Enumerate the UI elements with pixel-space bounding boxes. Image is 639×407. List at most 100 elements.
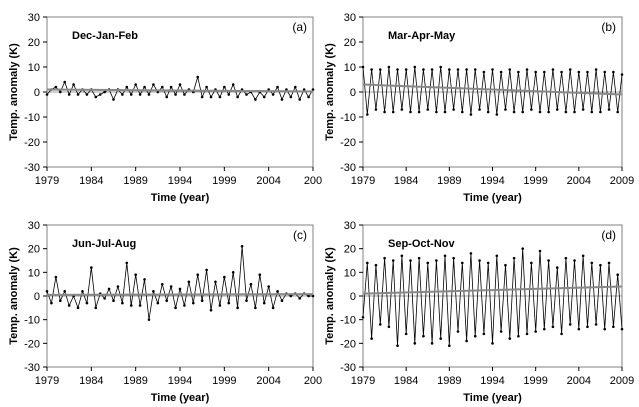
data-point: [67, 93, 71, 96]
data-point: [254, 306, 257, 310]
data-point: [443, 110, 447, 114]
season-title: Mar-Apr-May: [388, 30, 456, 42]
data-point: [404, 332, 408, 336]
data-point: [271, 93, 275, 96]
data-point: [103, 297, 106, 300]
data-point: [422, 334, 425, 338]
data-point: [396, 344, 399, 348]
data-point: [152, 83, 155, 86]
data-point: [538, 110, 542, 114]
data-point: [460, 110, 464, 114]
panel-label: (c): [293, 228, 307, 242]
x-tick-label: 1999: [523, 375, 547, 387]
data-point: [499, 70, 503, 74]
data-point: [448, 344, 451, 348]
data-point: [169, 85, 173, 89]
x-tick-label: 1994: [168, 175, 192, 187]
data-point: [307, 95, 310, 99]
data-point: [564, 256, 568, 260]
data-point: [254, 98, 257, 101]
data-point: [267, 88, 270, 91]
data-point: [280, 299, 284, 303]
data-point: [417, 256, 421, 260]
data-point: [267, 285, 270, 288]
data-point: [196, 75, 200, 79]
data-point: [430, 68, 434, 71]
data-point: [573, 259, 576, 262]
y-tick-label: -20: [24, 338, 40, 350]
data-point: [435, 259, 438, 262]
data-point: [387, 65, 391, 69]
x-tick-label: 1984: [394, 175, 418, 187]
data-point: [94, 95, 98, 99]
data-point: [112, 98, 115, 101]
data-point: [603, 70, 607, 74]
y-tick-label: -20: [340, 338, 356, 350]
data-point: [391, 110, 395, 114]
data-point: [187, 280, 191, 284]
y-tick-label: -30: [24, 162, 40, 174]
data-point: [581, 108, 585, 111]
data-point: [112, 299, 115, 303]
data-point: [439, 337, 443, 340]
data-point: [160, 85, 164, 89]
panel-label: (d): [601, 228, 616, 242]
data-point: [85, 93, 89, 96]
y-tick-label: 0: [350, 87, 356, 99]
data-point: [452, 108, 455, 111]
data-point: [534, 70, 537, 74]
data-point: [223, 85, 226, 89]
data-point: [590, 110, 594, 114]
x-tick-label: 2004: [256, 175, 280, 187]
data-point: [387, 325, 391, 329]
data-point: [607, 261, 611, 265]
y-tick-label: 10: [344, 62, 356, 74]
data-point: [231, 271, 235, 274]
data-point: [276, 85, 279, 89]
x-tick-label: 2004: [256, 375, 280, 387]
x-tick-label: 1999: [212, 175, 236, 187]
x-tick-label: 1979: [351, 375, 375, 387]
data-point: [448, 68, 451, 71]
x-tick-label: 1984: [79, 375, 103, 387]
data-point: [72, 83, 75, 86]
data-point: [63, 289, 67, 293]
data-point: [612, 70, 615, 74]
data-point: [366, 261, 369, 265]
data-point: [200, 95, 204, 99]
data-point: [152, 289, 155, 293]
y-tick-label: 20: [28, 244, 40, 256]
y-tick-label: -10: [340, 112, 356, 124]
data-point: [178, 287, 182, 291]
data-point: [76, 93, 80, 96]
data-point: [231, 83, 235, 86]
data-point: [478, 259, 481, 262]
data-point: [577, 70, 581, 74]
data-point: [370, 68, 373, 71]
data-point: [240, 245, 244, 248]
y-tick-label: 30: [28, 12, 40, 24]
data-point: [45, 93, 49, 96]
data-point: [573, 110, 576, 114]
data-point: [227, 93, 231, 96]
season-title: Jun-Jul-Aug: [72, 238, 136, 250]
data-point: [508, 337, 512, 340]
data-point: [45, 289, 49, 293]
data-point: [590, 261, 594, 265]
season-title: Sep-Oct-Nov: [388, 238, 456, 250]
y-tick-label: -10: [24, 112, 40, 124]
data-point: [85, 301, 89, 305]
data-point: [262, 301, 266, 305]
x-tick-label: 1999: [523, 175, 547, 187]
data-point: [469, 252, 473, 255]
y-axis-label: Temp. anomaly (K): [8, 43, 20, 141]
data-point: [289, 294, 293, 298]
trend-line: [362, 83, 623, 96]
data-point: [209, 95, 213, 99]
x-tick-label: 2009: [610, 375, 634, 387]
data-point: [486, 261, 490, 265]
x-axis-label: Time (year): [151, 192, 210, 204]
data-point: [495, 254, 499, 258]
data-point: [495, 113, 499, 116]
